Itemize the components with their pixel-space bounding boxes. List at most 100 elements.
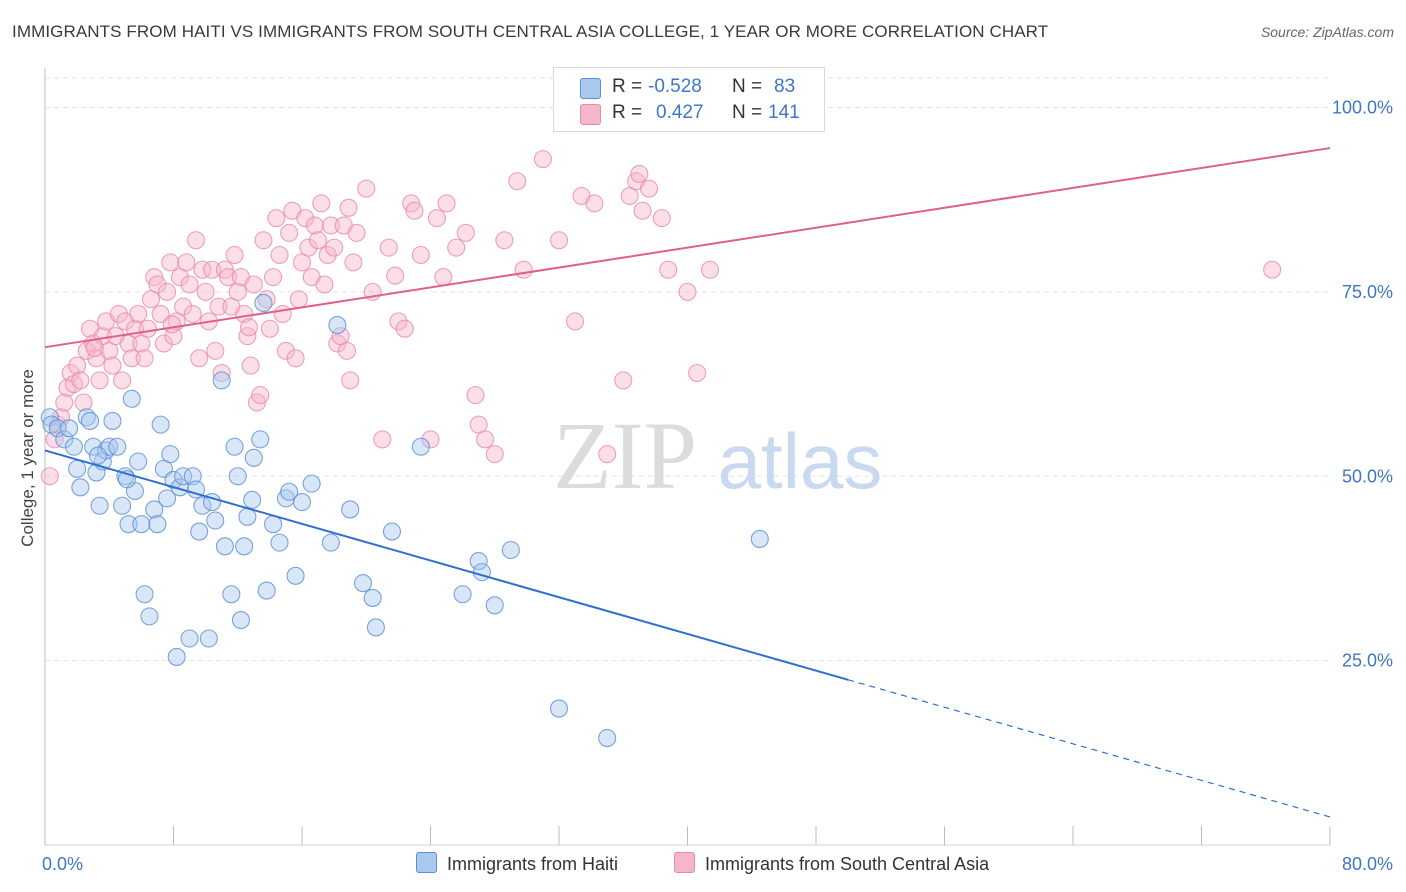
sca-point [325, 238, 344, 257]
haiti-point [161, 445, 180, 464]
sca-point [585, 194, 604, 213]
haiti-point [88, 446, 108, 465]
haiti-point [244, 448, 263, 467]
haiti-point [174, 467, 193, 486]
sca-point [241, 356, 260, 375]
haiti-point [363, 588, 382, 607]
sca-point [633, 201, 652, 220]
sca-point [312, 194, 331, 213]
sca-point [437, 194, 456, 213]
axes [44, 68, 1331, 846]
sca-point [45, 430, 64, 449]
haiti-point [158, 489, 177, 508]
haiti-point [90, 496, 109, 515]
haiti-point [68, 459, 87, 478]
sca-point [154, 334, 173, 353]
haiti-point [750, 529, 769, 548]
haiti-point [135, 585, 154, 604]
sca-point [389, 312, 408, 331]
sca-point [514, 260, 533, 279]
sca-trend-line [44, 147, 1331, 349]
sca-point [158, 282, 177, 301]
sca-point [347, 223, 366, 242]
sca-point [40, 467, 59, 486]
watermark: ZIP atlas [553, 402, 882, 509]
sca-point [228, 282, 247, 301]
legend-haiti-label: Immigrants from Haiti [447, 854, 619, 874]
haiti-point [382, 522, 402, 541]
haiti-point [286, 566, 305, 585]
sca-point [280, 223, 299, 242]
sca-point [61, 363, 80, 383]
sca-point [447, 238, 466, 257]
x-tick-label-max: 80.0% [1342, 854, 1393, 874]
sca-point [90, 371, 109, 390]
haiti-point [411, 437, 430, 456]
sca-point [309, 231, 328, 250]
sca-point [379, 238, 398, 257]
haiti-point [228, 467, 247, 486]
haiti-point [140, 607, 159, 626]
haiti-point [469, 552, 488, 571]
haiti-point [549, 699, 569, 718]
haiti-point [243, 490, 262, 509]
sca-point [254, 231, 273, 250]
haiti-point [55, 430, 74, 449]
sca-point [174, 297, 193, 316]
tick-labels: 25.0% 50.0% 75.0% 100.0% 0.0% 80.0% [42, 98, 1393, 875]
haiti-r-label: R = [612, 76, 643, 97]
haiti-point [199, 629, 218, 648]
haiti-point [353, 574, 373, 593]
sca-point [339, 198, 358, 217]
sca-point [85, 338, 104, 357]
y-tick-label: 100.0% [1332, 98, 1393, 118]
haiti-point [231, 611, 251, 630]
haiti-trend-extension [847, 679, 1331, 818]
haiti-point [148, 515, 167, 534]
haiti-point [501, 540, 520, 560]
sca-point [267, 209, 286, 228]
sca-point [639, 179, 659, 198]
chart-title: IMMIGRANTS FROM HAITI VS IMMIGRANTS FROM… [12, 22, 1049, 41]
haiti-point [129, 452, 148, 471]
haiti-n-label: N = [732, 76, 763, 97]
sca-point [614, 371, 633, 390]
sca-point [186, 231, 206, 250]
trend-lines [44, 147, 1331, 818]
correlation-legend: R = -0.528 N = 83 R = 0.427 N = 141 [553, 67, 825, 132]
sca-point [411, 245, 430, 265]
sca-point [318, 245, 337, 265]
sca-point [161, 253, 180, 272]
sca-point [421, 430, 440, 449]
haiti-point [292, 493, 312, 512]
sca-point [162, 315, 181, 334]
sca-point [508, 172, 527, 191]
y-tick-label: 25.0% [1342, 651, 1393, 671]
sca-point [395, 319, 414, 338]
haiti-point [472, 563, 491, 582]
sca-point [289, 290, 308, 309]
watermark-zip: ZIP [553, 402, 697, 509]
sca-point [251, 386, 270, 405]
haiti-point [113, 496, 132, 515]
haiti-point [328, 316, 347, 335]
sca-point [373, 430, 392, 449]
sca-point [68, 356, 87, 375]
sca-point [180, 275, 199, 294]
haiti-swatch [580, 78, 601, 99]
sca-point [659, 260, 678, 279]
sca-point [315, 275, 334, 294]
sca-point [485, 445, 504, 464]
sca-point [209, 297, 228, 316]
haiti-point [251, 430, 270, 449]
haiti-r-value: -0.528 [648, 76, 702, 97]
x-tick-label-min: 0.0% [42, 854, 83, 874]
haiti-point [145, 500, 164, 519]
sca-point [337, 341, 357, 360]
haiti-point [183, 467, 202, 486]
legend-item-sca: Immigrants from South Central Asia [674, 852, 989, 875]
haiti-point [80, 411, 100, 430]
sca-point [219, 268, 238, 287]
haiti-point [257, 581, 276, 600]
